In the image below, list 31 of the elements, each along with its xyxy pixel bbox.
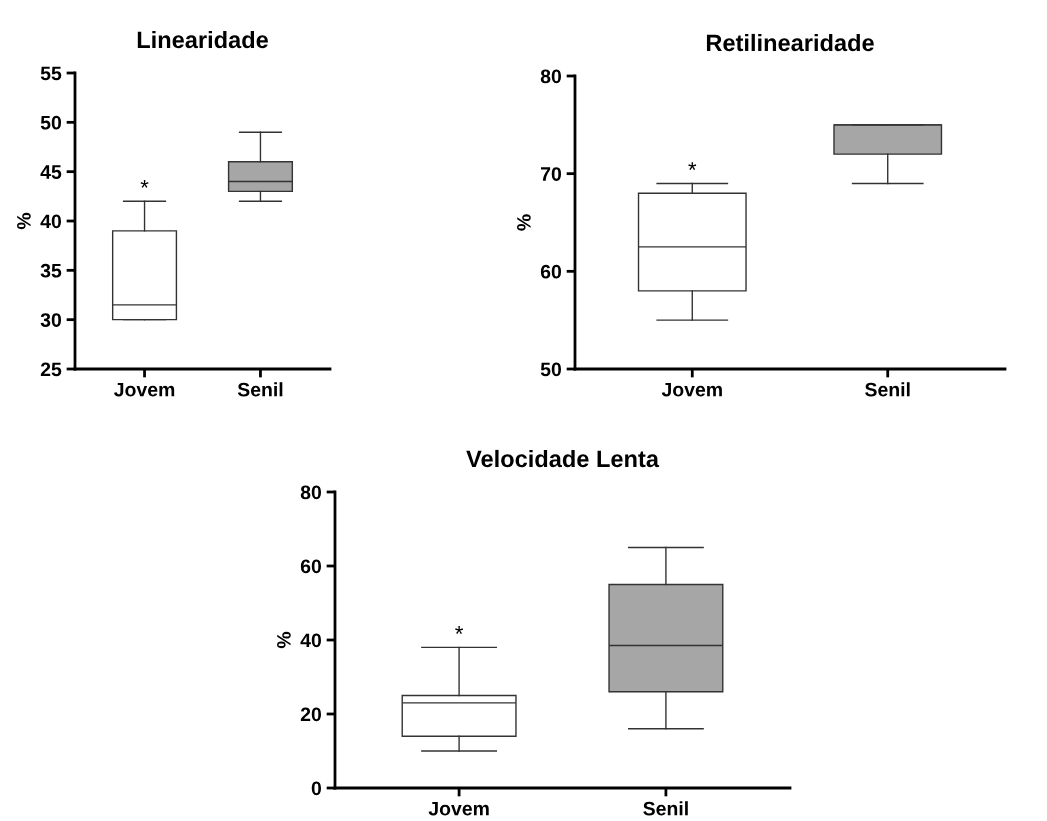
y-tick-label: 50 xyxy=(540,362,562,377)
x-tick-label: Senil xyxy=(643,801,688,816)
annotation: * xyxy=(140,179,149,188)
chart-title: Retilinearidade xyxy=(706,33,874,52)
annotation: * xyxy=(455,626,464,634)
y-tick-label: 30 xyxy=(40,313,62,327)
y-tick-label: 40 xyxy=(300,633,322,648)
x-tick-label: Jovem xyxy=(114,382,175,397)
y-axis-title: % xyxy=(277,631,291,649)
y-tick-label: 25 xyxy=(40,362,62,377)
y-tick-label: 50 xyxy=(40,115,62,130)
y-axis-title: % xyxy=(17,212,31,230)
y-tick-label: 35 xyxy=(40,263,62,278)
y-tick-label: 0 xyxy=(311,781,322,796)
chart-title: Velocidade Lenta xyxy=(466,449,660,468)
y-tick-label: 80 xyxy=(540,69,562,84)
y-tick-label: 20 xyxy=(300,707,322,722)
y-tick-label: 70 xyxy=(541,167,562,181)
y-tick-label: 80 xyxy=(300,485,322,500)
annotation: * xyxy=(688,162,697,170)
y-axis-title: % xyxy=(517,214,531,231)
chart-title: Linearidade xyxy=(137,30,268,49)
x-tick-label: Jovem xyxy=(661,382,722,397)
x-tick-label: Senil xyxy=(865,382,910,397)
x-tick-label: Senil xyxy=(237,382,283,397)
y-tick-label: 55 xyxy=(40,66,62,81)
y-tick-label: 60 xyxy=(300,559,322,574)
x-tick-label: Jovem xyxy=(428,801,489,816)
y-tick-label: 45 xyxy=(40,165,62,179)
y-tick-label: 40 xyxy=(40,214,62,229)
y-tick-label: 60 xyxy=(540,264,562,279)
